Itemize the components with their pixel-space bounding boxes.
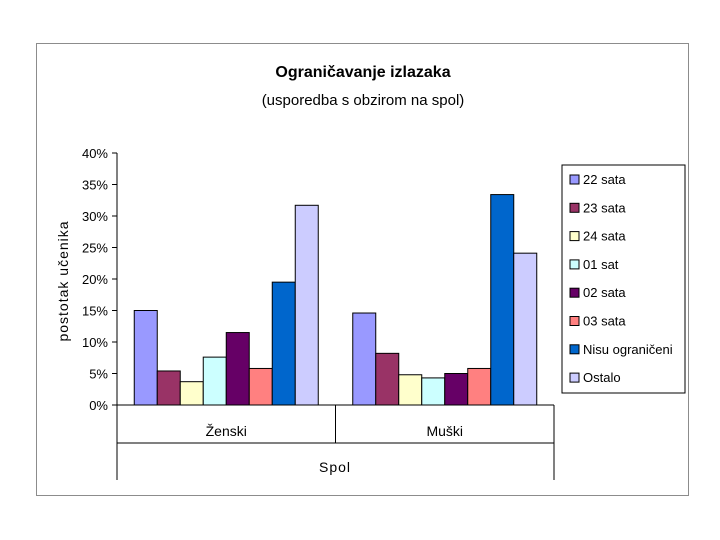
plot-area: 0% 5% 10% 15% 20% 25% 30% 35% 40% Ženski Muški [82,146,555,480]
legend-entry: 23 sata [583,200,626,215]
y-tick-label: 0% [89,398,108,413]
chart-title: Ograničavanje izlazaka [275,64,450,81]
legend-swatch [569,344,580,355]
bar [352,312,377,406]
y-tick-label: 30% [82,209,108,224]
y-tick-label: 5% [89,367,108,382]
category-label: Muški [426,423,463,439]
bar [398,374,423,406]
bar [490,194,515,406]
legend-swatch [569,372,580,383]
bar [248,367,273,406]
x-axis-label: Spol [319,459,351,475]
legend-entry: 22 sata [583,172,626,187]
legend: 22 sata 23 sata 24 sata 01 sat 02 sata 03 sat… [561,164,686,394]
bar [375,352,400,406]
y-tick-label: 25% [82,241,108,256]
legend-entry: 01 sat [583,257,619,272]
y-axis-label: postotak učenika [55,220,71,341]
chart-subtitle: (usporedba s obzirom na spol) [262,92,465,109]
legend-entry: 03 sata [583,314,626,329]
bar [202,356,227,406]
bar [467,367,492,406]
bar [421,377,446,406]
y-tick-label: 20% [82,272,108,287]
y-tick-label: 15% [82,304,108,319]
y-tick-label: 40% [82,146,108,161]
y-tick-label: 10% [82,335,108,350]
legend-entry: 02 sata [583,285,626,300]
category-label: Ženski [206,423,247,439]
legend-swatch [569,316,580,326]
bar [444,373,469,406]
legend-entry: 24 sata [583,229,626,244]
bar [179,381,204,406]
legend-entry: Ostalo [583,370,621,385]
legend-swatch [569,231,580,242]
legend-swatch [569,259,580,270]
bar [133,310,158,406]
bar [294,204,319,406]
bar [156,370,181,406]
legend-entry: Nisu ograničeni [583,342,673,357]
legend-swatch [569,287,580,298]
legend-swatch [569,202,580,213]
bar [271,281,296,406]
bar [225,332,250,406]
legend-box [561,164,686,394]
y-tick-label: 35% [82,178,108,193]
legend-swatch [569,174,580,185]
bar [513,252,538,406]
